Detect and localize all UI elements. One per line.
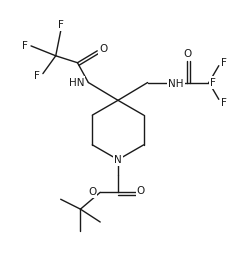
Text: O: O: [183, 49, 191, 59]
Text: O: O: [99, 44, 107, 54]
Text: N: N: [114, 155, 122, 165]
Text: F: F: [221, 58, 227, 68]
Text: HN: HN: [69, 77, 84, 88]
Text: F: F: [221, 98, 227, 108]
Text: O: O: [88, 187, 96, 197]
Text: NH: NH: [169, 79, 184, 88]
Text: O: O: [137, 186, 145, 196]
Text: F: F: [210, 77, 216, 88]
Text: F: F: [58, 20, 64, 30]
Text: F: F: [22, 41, 28, 51]
Text: F: F: [34, 70, 40, 81]
